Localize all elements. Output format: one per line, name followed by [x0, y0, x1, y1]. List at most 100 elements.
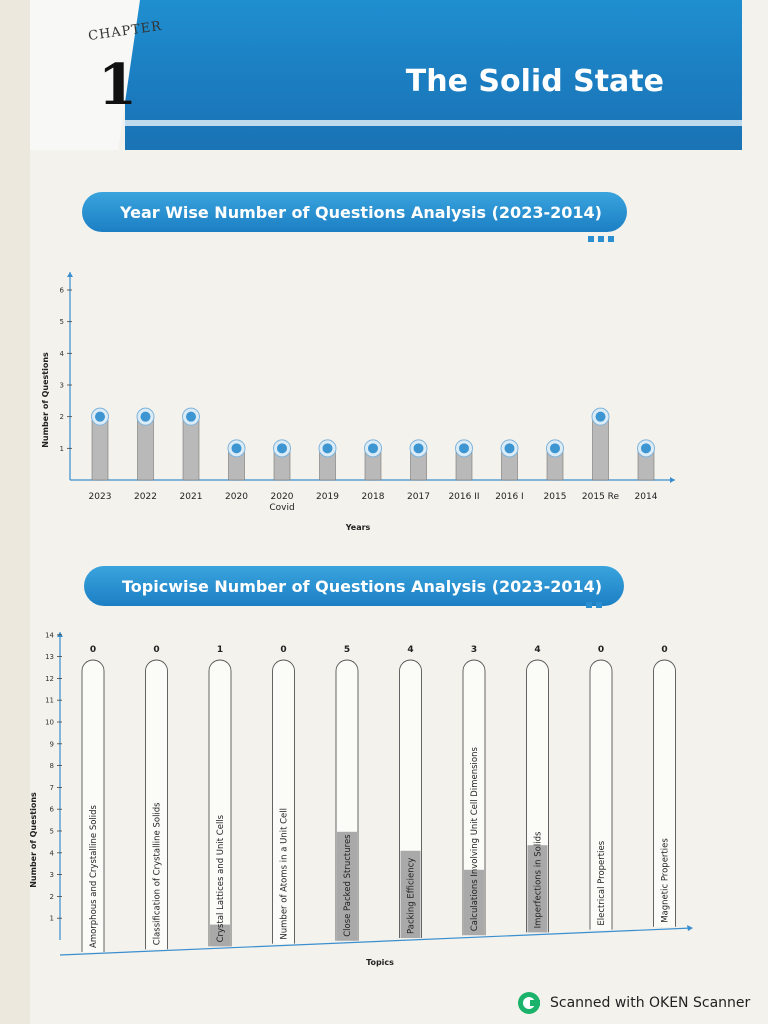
chapter-number: 1: [98, 52, 137, 118]
y-tick-label: 11: [45, 697, 54, 705]
year-tick-label: 2019: [316, 492, 339, 502]
topic-bar-outline: [208, 659, 232, 947]
y-tick-label: 4: [60, 350, 65, 358]
y-tick-label: 9: [50, 740, 54, 748]
topic-chart-xlabel: Topics: [366, 958, 394, 967]
bar-cap-dot: [322, 443, 333, 454]
bar-cap-dot: [186, 411, 196, 422]
topic-bar-fill: [527, 845, 548, 933]
x-axis: [59, 927, 693, 956]
scanner-footer: Scanned with OKEN Scanner: [518, 992, 750, 1014]
pill-dot: [598, 236, 604, 242]
chapter-banner: CHAPTER 1 The Solid State: [30, 0, 742, 150]
x-axis-arrow-icon: [670, 477, 675, 483]
year-tick-label: 2020: [271, 492, 294, 502]
year-bar: [91, 416, 109, 481]
bar-cap-dot: [504, 443, 515, 454]
year-bar: [182, 416, 200, 481]
topic-bar-fill: [464, 869, 484, 936]
bar-cap-dot: [459, 443, 469, 454]
topic-bar-outline: [653, 659, 676, 927]
y-tick-label: 4: [50, 849, 55, 857]
y-tick-label: 8: [50, 762, 54, 770]
topic-bar-outline: [462, 659, 486, 936]
topic-bar-fill: [210, 924, 230, 947]
year-tick-label: 2021: [180, 492, 203, 502]
y-tick-label: 3: [50, 871, 54, 879]
topic-value-label: 4: [407, 645, 413, 655]
year-tick-label: 2017: [407, 492, 430, 502]
topic-value-label: 3: [471, 645, 477, 655]
topic-bar-outline: [145, 659, 168, 950]
year-tick-label: 2015 Re: [582, 492, 620, 502]
topic-bar-outline: [272, 659, 295, 944]
y-tick-label: 1: [60, 445, 64, 453]
pill-dot: [586, 602, 592, 608]
y-tick-label: 5: [60, 318, 64, 326]
year-chart-xlabel: Years: [345, 523, 371, 532]
year-tick-label: 2023: [89, 492, 112, 502]
year-chart-title: Year Wise Number of Questions Analysis (…: [82, 192, 627, 232]
topic-value-label: 0: [280, 645, 286, 655]
year-tick-label: 2020: [225, 492, 248, 502]
bar-cap-dot: [140, 411, 151, 422]
year-tick-label: 2015: [544, 492, 567, 502]
y-tick-label: 14: [45, 631, 54, 639]
year-tick-label: 2016 I: [495, 492, 523, 502]
year-tick-label: 2022: [134, 492, 157, 502]
y-tick-label: 7: [50, 784, 54, 792]
topic-value-label: 0: [661, 645, 667, 655]
oken-logo-icon: [518, 992, 540, 1014]
topic-category-label: Imperfections in Solids: [534, 831, 544, 928]
pill-dot: [596, 602, 602, 608]
topic-value-label: 0: [90, 645, 96, 655]
topic-chart-title: Topicwise Number of Questions Analysis (…: [84, 566, 624, 606]
year-tick-label: 2014: [635, 492, 658, 502]
bar-cap-dot: [413, 443, 424, 454]
topic-category-label: Electrical Properties: [597, 840, 607, 925]
pill-dot: [588, 236, 594, 242]
topic-value-label: 0: [598, 645, 604, 655]
topic-category-label: Crystal Lattices and Unit Cells: [216, 814, 226, 942]
topic-value-label: 4: [534, 645, 540, 655]
scanner-text: Scanned with OKEN Scanner: [550, 995, 751, 1011]
y-tick-label: 2: [60, 413, 64, 421]
topic-bar-outline: [81, 659, 105, 952]
y-tick-label: 5: [50, 828, 54, 836]
topic-bar-outline: [589, 659, 613, 930]
y-tick-label: 2: [50, 893, 54, 901]
y-tick-label: 6: [60, 287, 65, 295]
page-title: The Solid State: [405, 64, 664, 99]
topic-category-label: Amorphous and Crystalline Solids: [89, 804, 99, 948]
topic-bar-fill: [337, 831, 357, 941]
topic-category-label: Magnetic Properties: [661, 838, 671, 923]
x-axis-arrow-icon: [687, 925, 693, 931]
y-tick-label: 1: [50, 915, 54, 923]
page-edge: [0, 0, 30, 1024]
topic-category-label: Number of Atoms in a Unit Cell: [280, 808, 290, 940]
topic-category-label: Calculations Involving Unit Cell Dimensi…: [470, 747, 480, 932]
y-tick-label: 3: [60, 382, 64, 390]
topic-value-label: 5: [344, 645, 350, 655]
bar-cap-dot: [231, 443, 242, 454]
year-bar: [592, 416, 609, 481]
y-tick-label: 13: [45, 653, 54, 661]
year-tick-label: Covid: [269, 503, 294, 513]
year-tick-label: 2016 II: [448, 492, 479, 502]
bar-cap-dot: [95, 411, 105, 422]
topic-category-label: Close Packed Structures: [343, 834, 353, 937]
y-tick-label: 10: [45, 719, 54, 727]
topic-value-label: 1: [217, 645, 223, 655]
y-tick-label: 6: [50, 806, 55, 814]
bar-cap-dot: [368, 443, 378, 454]
topic-category-label: Classification of Crystalline Solids: [153, 802, 163, 945]
bar-cap-dot: [595, 411, 606, 422]
y-tick-label: 12: [45, 675, 54, 683]
topic-chart-ylabel: Number of Questions: [29, 792, 38, 888]
bar-cap-dot: [277, 443, 287, 454]
banner-stripe: [30, 120, 742, 126]
pill-dot: [608, 236, 614, 242]
bar-cap-dot: [550, 443, 560, 454]
